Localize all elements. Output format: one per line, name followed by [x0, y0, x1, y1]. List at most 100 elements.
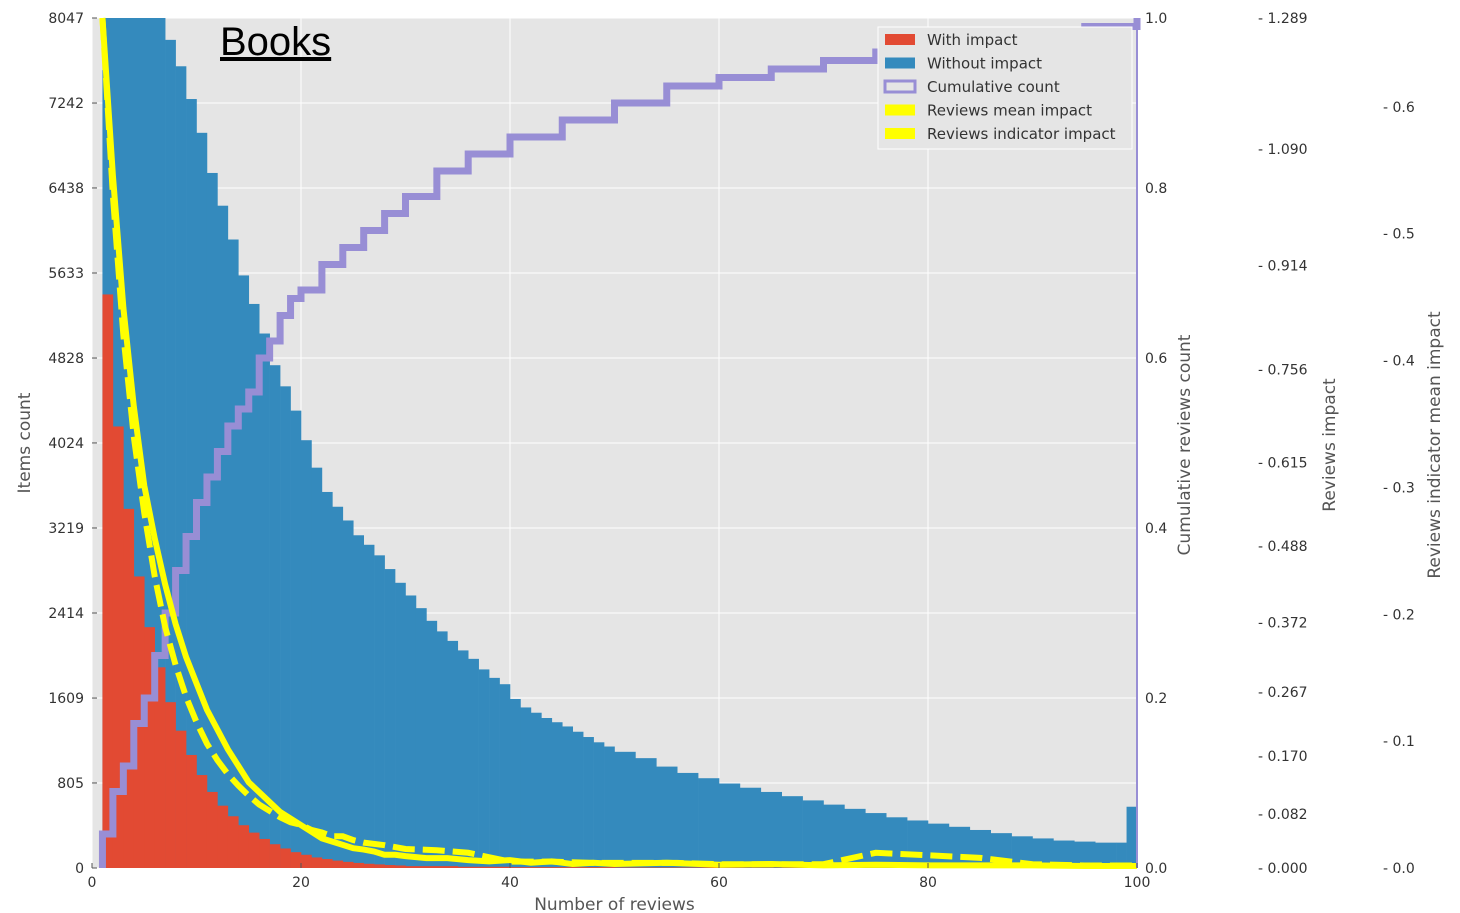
y-tick-label: 0: [75, 861, 84, 877]
right-axis-2-tick-label: - 0.082: [1258, 807, 1308, 823]
with-impact-bar: [123, 509, 134, 868]
right-axis-1-tick-label: 0.6: [1145, 351, 1167, 367]
without-impact-bar: [1127, 807, 1138, 868]
without-impact-bar: [604, 747, 615, 868]
without-impact-bar: [447, 641, 458, 868]
chart-title: Books: [220, 20, 331, 64]
without-impact-bar: [270, 365, 281, 868]
without-impact-bar: [635, 758, 656, 868]
right-axis-1-tick-label: 1.0: [1145, 11, 1167, 27]
with-impact-bar: [102, 294, 113, 868]
right-axis-2-tick-label: - 0.615: [1258, 455, 1308, 471]
without-impact-bar: [531, 713, 542, 868]
without-impact-bar: [552, 722, 563, 868]
without-impact-bar: [719, 783, 740, 868]
without-impact-bar: [406, 595, 417, 868]
with-impact-bar: [510, 867, 615, 868]
with-impact-bar: [291, 852, 302, 868]
without-impact-bar: [437, 631, 448, 868]
without-impact-bar: [677, 773, 698, 868]
without-impact-bar: [291, 411, 302, 868]
legend-label: Reviews mean impact: [927, 102, 1092, 120]
without-impact-bar: [656, 767, 677, 868]
cumulative-axis-label: Cumulative reviews count: [1175, 334, 1195, 555]
right-axis-2-tick-label: - 0.756: [1258, 362, 1308, 378]
legend-label: With impact: [927, 31, 1018, 49]
without-impact-bar: [332, 507, 343, 868]
with-impact-bar: [406, 866, 459, 868]
right-axis-1-tick-label: 0.4: [1145, 521, 1167, 537]
right-axis-2-tick-label: - 0.267: [1258, 685, 1308, 701]
with-impact-bar: [228, 816, 239, 868]
with-impact-bar: [280, 848, 291, 868]
y-tick-label: 3219: [48, 521, 84, 537]
right-axis-3-tick-label: - 0.2: [1383, 607, 1415, 623]
without-impact-bar: [928, 824, 949, 868]
right-axis-3-tick-label: - 0.1: [1383, 734, 1415, 750]
with-impact-bar: [217, 806, 228, 868]
without-impact-bar: [364, 545, 375, 868]
legend-swatch: [885, 34, 915, 45]
with-impact-bar: [374, 864, 385, 868]
without-impact-bar: [353, 535, 364, 868]
right-axis-3-tick-label: - 0.0: [1383, 861, 1415, 877]
without-impact-bar: [520, 707, 531, 868]
without-impact-bar: [374, 555, 385, 868]
without-impact-bar: [698, 778, 719, 868]
indicator-impact-axis-label: Reviews indicator mean impact: [1425, 311, 1445, 579]
with-impact-bar: [615, 867, 720, 868]
without-impact-bar: [949, 827, 970, 868]
with-impact-bar: [353, 863, 364, 868]
with-impact-bar: [322, 859, 333, 868]
right-axis-1-tick-label: 0.2: [1145, 691, 1167, 707]
x-tick-label: 100: [1124, 875, 1151, 891]
x-axis-label: Number of reviews: [534, 895, 695, 913]
without-impact-bar: [468, 659, 479, 868]
without-impact-bar: [970, 830, 991, 868]
without-impact-bar: [803, 800, 824, 868]
with-impact-bar: [332, 861, 343, 868]
with-impact-bar: [311, 857, 322, 868]
right-axis-3-tick-label: - 0.4: [1383, 354, 1415, 370]
without-impact-bar: [500, 684, 511, 868]
right-axis-3-tick-label: - 0.5: [1383, 227, 1415, 243]
with-impact-bar: [186, 755, 197, 868]
y-tick-label: 8047: [48, 11, 84, 27]
without-impact-bar: [395, 583, 406, 868]
right-axis-1-tick-label: 0.0: [1145, 861, 1167, 877]
without-impact-bar: [782, 796, 803, 868]
right-axis-2-tick-label: - 0.000: [1258, 861, 1308, 877]
legend-swatch: [885, 58, 915, 69]
with-impact-bar: [249, 833, 260, 868]
without-impact-bar: [343, 520, 354, 868]
right-axis-2-tick-label: - 0.488: [1258, 539, 1308, 555]
with-impact-bar: [364, 864, 375, 868]
x-tick-label: 40: [501, 875, 519, 891]
without-impact-bar: [573, 732, 584, 868]
y-axis-label: Items count: [15, 392, 35, 493]
with-impact-bar: [259, 839, 270, 868]
with-impact-bar: [458, 867, 511, 868]
y-tick-label: 5633: [48, 266, 84, 282]
without-impact-bar: [280, 386, 291, 868]
legend-label: Cumulative count: [927, 78, 1060, 96]
with-impact-bar: [165, 702, 176, 868]
right-axis-3-tick-label: - 0.3: [1383, 480, 1415, 496]
right-axis-2-tick-label: - 1.289: [1258, 11, 1308, 27]
without-impact-bar: [301, 440, 312, 868]
without-impact-bar: [907, 820, 928, 868]
without-impact-bar: [761, 792, 782, 868]
legend-label: Reviews indicator impact: [927, 125, 1116, 143]
right-axis-2-tick-label: - 0.372: [1258, 616, 1308, 632]
x-tick-label: 60: [710, 875, 728, 891]
y-tick-label: 4828: [48, 351, 84, 367]
without-impact-bar: [615, 752, 636, 868]
without-impact-bar: [228, 240, 239, 868]
y-tick-label: 4024: [48, 436, 84, 452]
with-impact-bar: [343, 862, 354, 868]
right-axis-1-tick-label: 0.8: [1145, 181, 1167, 197]
legend-swatch: [885, 128, 915, 139]
y-tick-label: 2414: [48, 606, 84, 622]
with-impact-bar: [395, 865, 406, 868]
without-impact-bar: [458, 650, 469, 868]
